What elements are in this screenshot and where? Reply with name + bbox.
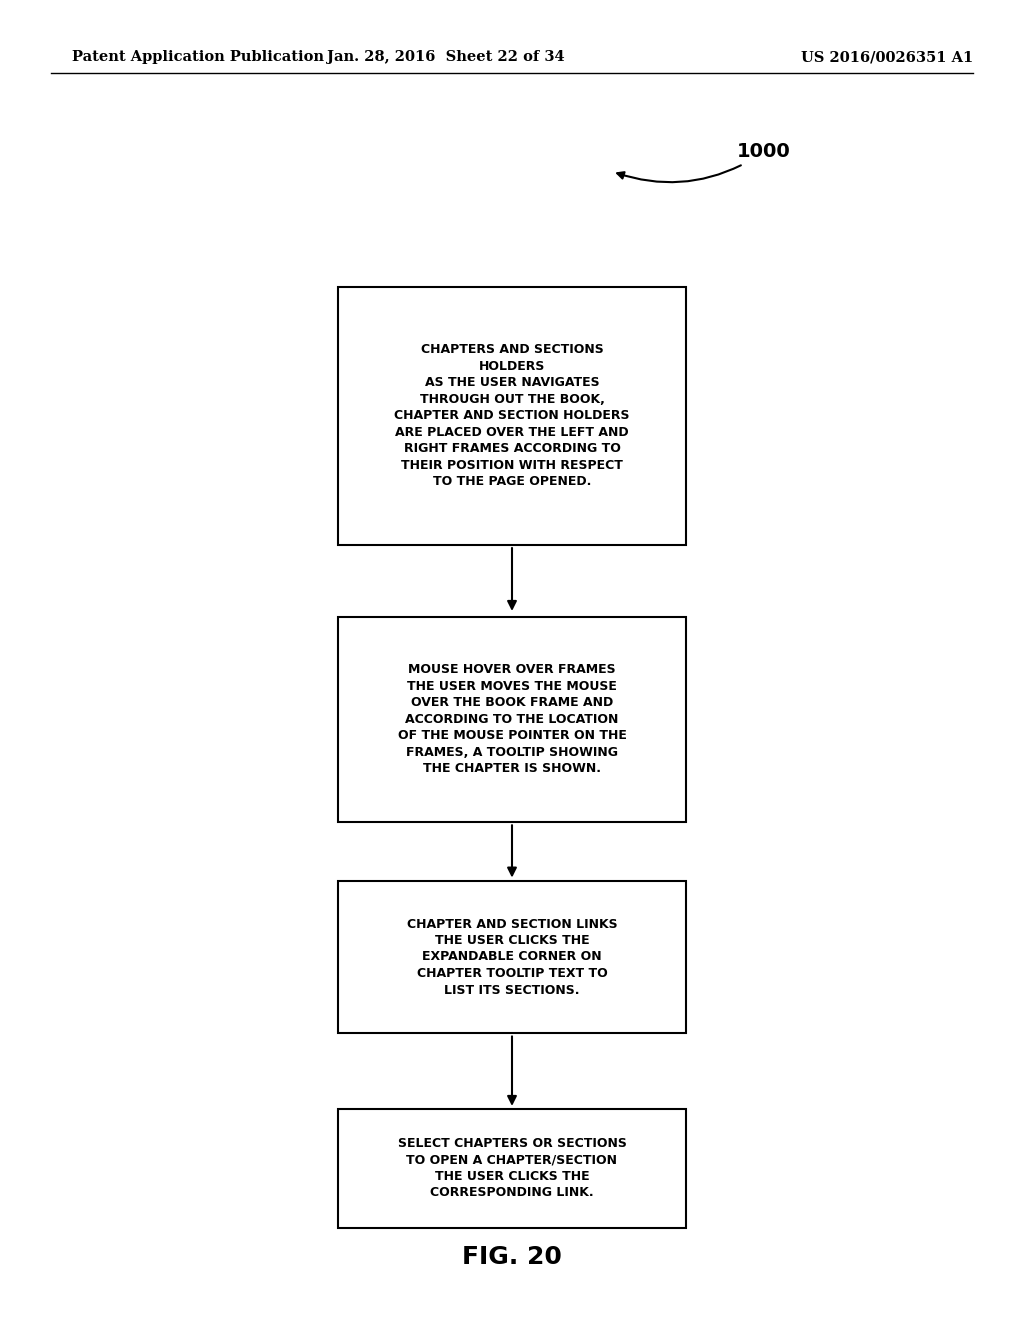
Text: Patent Application Publication: Patent Application Publication: [72, 50, 324, 65]
FancyBboxPatch shape: [338, 882, 686, 1032]
Text: CHAPTERS AND SECTIONS
HOLDERS
AS THE USER NAVIGATES
THROUGH OUT THE BOOK,
CHAPTE: CHAPTERS AND SECTIONS HOLDERS AS THE USE…: [394, 343, 630, 488]
Text: CHAPTER AND SECTION LINKS
THE USER CLICKS THE
EXPANDABLE CORNER ON
CHAPTER TOOLT: CHAPTER AND SECTION LINKS THE USER CLICK…: [407, 917, 617, 997]
Text: Jan. 28, 2016  Sheet 22 of 34: Jan. 28, 2016 Sheet 22 of 34: [327, 50, 564, 65]
Text: MOUSE HOVER OVER FRAMES
THE USER MOVES THE MOUSE
OVER THE BOOK FRAME AND
ACCORDI: MOUSE HOVER OVER FRAMES THE USER MOVES T…: [397, 664, 627, 775]
Text: US 2016/0026351 A1: US 2016/0026351 A1: [801, 50, 973, 65]
FancyBboxPatch shape: [338, 288, 686, 544]
Text: SELECT CHAPTERS OR SECTIONS
TO OPEN A CHAPTER/SECTION
THE USER CLICKS THE
CORRES: SELECT CHAPTERS OR SECTIONS TO OPEN A CH…: [397, 1137, 627, 1200]
FancyBboxPatch shape: [338, 1109, 686, 1228]
Text: FIG. 20: FIG. 20: [462, 1245, 562, 1269]
Text: 1000: 1000: [617, 143, 791, 182]
FancyBboxPatch shape: [338, 618, 686, 821]
